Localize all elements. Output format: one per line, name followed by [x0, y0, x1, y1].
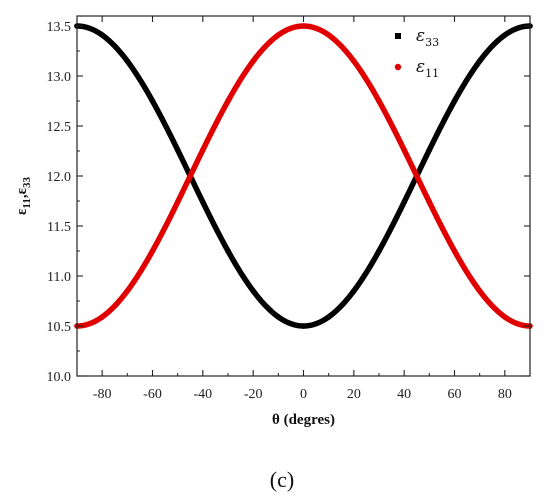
data-point-33-17 [451, 98, 458, 104]
legend-symbol-33: ε [416, 26, 425, 46]
data-point-11-5 [187, 173, 194, 179]
legend-marker-33 [395, 33, 401, 39]
data-point-33-4 [174, 147, 181, 153]
data-point-11-13 [376, 98, 382, 104]
data-point-11-15 [413, 173, 420, 179]
legend-label-11: ε11 [416, 57, 439, 80]
data-point-11-8 [250, 58, 256, 64]
data-point-33-13 [376, 248, 382, 254]
data-point-33-7 [225, 248, 231, 254]
data-point-11-7 [225, 98, 231, 104]
data-point-33-11 [325, 314, 332, 320]
series-line-11 [74, 23, 533, 329]
data-point-11-3 [149, 248, 156, 254]
legend-symbol-11: ε [416, 57, 425, 77]
data-point-11-6 [200, 147, 206, 153]
x-tick-label-4: 0 [300, 387, 307, 402]
data-point-11-19 [502, 314, 508, 320]
y-axis-label-part-2: , [14, 194, 30, 198]
data-point-33-9 [275, 314, 282, 320]
y-tick-label-6: 13.0 [47, 70, 72, 85]
y-axis-label: ε11,ε33 [14, 177, 33, 216]
y-tick-label-3: 11.5 [47, 220, 71, 235]
y-tick-label-4: 12.0 [47, 170, 72, 185]
y-axis-label-part-0: ε [14, 208, 30, 215]
series-line-33 [74, 23, 533, 329]
data-point-33-10 [300, 323, 307, 329]
data-point-11-18 [476, 288, 483, 294]
y-axis-label-part-3: ε [14, 187, 30, 194]
data-point-33-16 [426, 147, 433, 153]
y-tick-label-1: 10.5 [47, 320, 72, 335]
x-tick-label-0: -80 [93, 387, 112, 402]
data-point-11-12 [351, 58, 357, 64]
legend-label-33: ε33 [416, 26, 439, 49]
data-point-11-9 [275, 32, 282, 38]
data-point-11-4 [174, 199, 181, 205]
legend-marker-11 [394, 63, 402, 71]
data-point-33-14 [401, 199, 407, 205]
data-point-33-3 [149, 98, 156, 104]
legend-subscript-11: 11 [425, 67, 439, 80]
data-point-33-8 [250, 288, 256, 294]
x-tick-label-7: 60 [448, 387, 462, 402]
data-point-11-16 [426, 199, 433, 205]
plot-area [74, 23, 533, 329]
x-tick-label-2: -40 [193, 387, 212, 402]
data-point-11-14 [401, 147, 407, 153]
legend-subscript-33: 33 [425, 36, 439, 49]
y-tick-label-2: 11.0 [47, 270, 71, 285]
data-point-33-18 [476, 58, 483, 64]
y-tick-label-0: 10.0 [47, 370, 72, 385]
x-tick-label-1: -60 [143, 387, 162, 402]
y-tick-label-7: 13.5 [47, 20, 72, 35]
axes: -80 -60 -40 -20 0 20 40 60 80 10.0 10.5 11.0 11.5 12.… [14, 15, 531, 428]
x-tick-label-5: 20 [347, 387, 361, 402]
data-point-33-12 [351, 288, 357, 294]
x-tick-label-3: -20 [244, 387, 263, 402]
x-tick-label-8: 80 [498, 387, 512, 402]
y-axis-label-part-4: 33 [21, 177, 33, 189]
y-axis-label-part-1: 11 [21, 198, 33, 208]
data-point-11-1 [99, 314, 105, 320]
y-tick-label-5: 12.5 [47, 120, 72, 135]
data-point-11-17 [451, 248, 458, 254]
x-axis-label: θ (degres) [272, 412, 335, 428]
x-tick-label-6: 40 [397, 387, 411, 402]
data-point-11-11 [325, 32, 332, 38]
panel-label: (c) [270, 467, 294, 492]
data-point-11-2 [124, 288, 131, 294]
data-point-33-6 [200, 199, 206, 205]
data-point-11-10 [300, 23, 307, 29]
data-point-33-1 [99, 32, 105, 38]
data-point-33-19 [502, 32, 508, 38]
plot-frame [76, 15, 531, 377]
data-point-33-2 [124, 58, 131, 64]
